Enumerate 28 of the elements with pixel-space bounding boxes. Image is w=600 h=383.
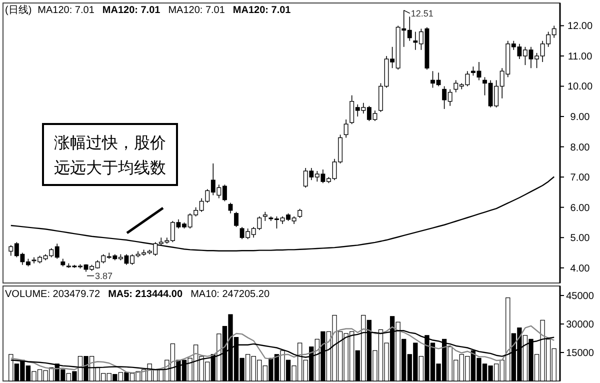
annotation: MA5: 213444.00 [108,289,183,300]
y-tick-label: 9.00 [570,112,590,124]
annotation: 12.51 [410,8,434,18]
chart-title: (日线) [5,4,32,16]
annotation: 涨幅过快，股价远远大于均线数 [42,123,178,186]
y-tick-label: 4.00 [570,263,590,274]
y-tick-label: 12.00 [567,21,593,32]
y-tick-label: 6.00 [570,202,590,214]
y-tick-label: 7.00 [570,172,590,184]
line-series [10,176,555,252]
y-tick-label: 5.00 [570,233,590,244]
y-tick-label: 11.00 [568,51,593,62]
annotation: 3.87 [95,270,113,281]
candlestick [298,208,302,218]
candlestick [262,211,268,222]
y-tick-label: 8.00 [570,142,590,154]
y-tick-label: 15000 [566,348,594,359]
annotation: MA120: 7.01 [38,5,95,16]
y-tick-label: 10.00 [567,82,593,93]
annotation: MA120: 7.01 [102,5,161,16]
annotation: MA10: 247205.20 [190,289,270,300]
candlestick [344,119,348,138]
annotation: MA120: 7.01 [168,5,226,16]
candlestick [234,211,238,228]
annotation: MA120: 7.01 [232,5,292,16]
y-tick-label: 45000 [566,291,594,302]
annotation: VOLUME: 203479.72 [5,289,100,300]
y-tick-label: 30000 [566,320,594,330]
